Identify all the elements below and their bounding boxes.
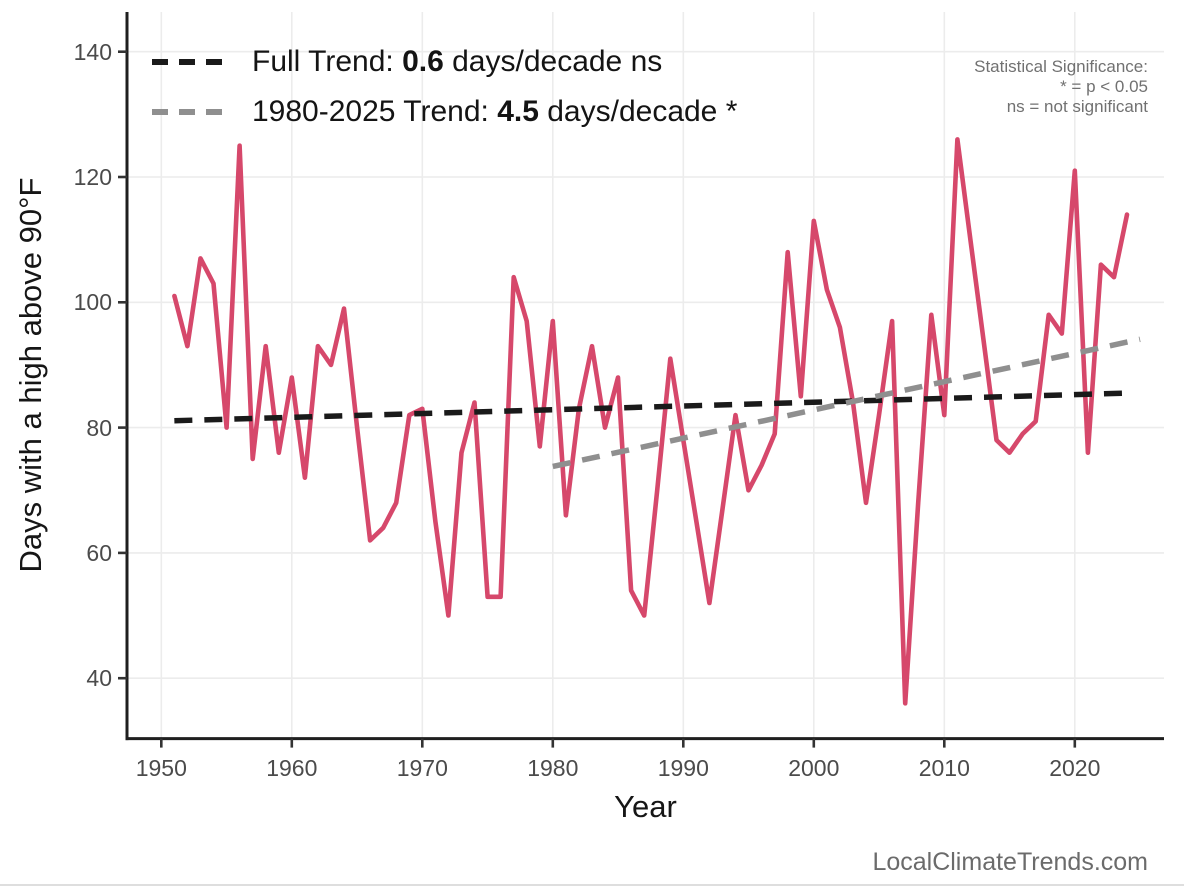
annual-days-line [172,137,1130,706]
y-tick-label: 60 [86,539,112,566]
significance-note-title: Statistical Significance: [974,57,1148,76]
full-trend-line [174,390,1128,424]
y-tick-label: 120 [73,164,112,190]
x-tick-label: 2020 [1049,755,1101,781]
y-axis-title: Days with a high above 90°F [13,177,48,573]
significance-note-star: * = p < 0.05 [1060,77,1148,96]
y-tick-label: 100 [73,289,112,316]
x-tick-label: 1960 [266,755,318,781]
recent-trend-label-suffix: days/decade * [538,95,738,128]
recent-trend-label-prefix: 1980-2025 Trend: [252,95,498,128]
full-trend-label-suffix: days/decade ns [443,45,663,78]
bottom-divider [0,884,1184,886]
recent-trend-value: 4.5 [497,95,539,128]
full-trend-label-prefix: Full Trend: [252,45,403,78]
x-tick-label: 1970 [396,755,448,781]
x-tick-label: 2000 [788,755,840,781]
significance-note-ns: ns = not significant [1006,97,1148,116]
significance-note: Statistical Significance: * = p < 0.05 n… [974,57,1148,117]
x-tick-label: 1950 [135,755,187,781]
recent-trend-label: 1980-2025 Trend: 4.5 days/decade * [252,95,737,129]
full-trend-dash-swatch [152,59,224,65]
full-trend-label: Full Trend: 0.6 days/decade ns [252,45,662,79]
y-tick-label: 140 [73,38,112,65]
recent-trend-dash-swatch [152,109,224,115]
y-tick-label: 80 [86,414,112,441]
chart-legend: Full Trend: 0.6 days/decade ns 1980-2025… [152,45,737,129]
x-tick-label: 1990 [657,755,709,781]
legend-item-full-trend: Full Trend: 0.6 days/decade ns [152,45,737,79]
x-tick-label: 1980 [527,755,579,781]
y-tick-label: 40 [86,665,112,692]
full-trend-value: 0.6 [402,45,444,78]
legend-item-recent-trend: 1980-2025 Trend: 4.5 days/decade * [152,95,737,129]
x-axis-title: Year [614,789,677,824]
watermark: LocalClimateTrends.com [872,848,1148,876]
recent-trend-line [552,336,1141,470]
x-tick-label: 2010 [918,755,970,781]
